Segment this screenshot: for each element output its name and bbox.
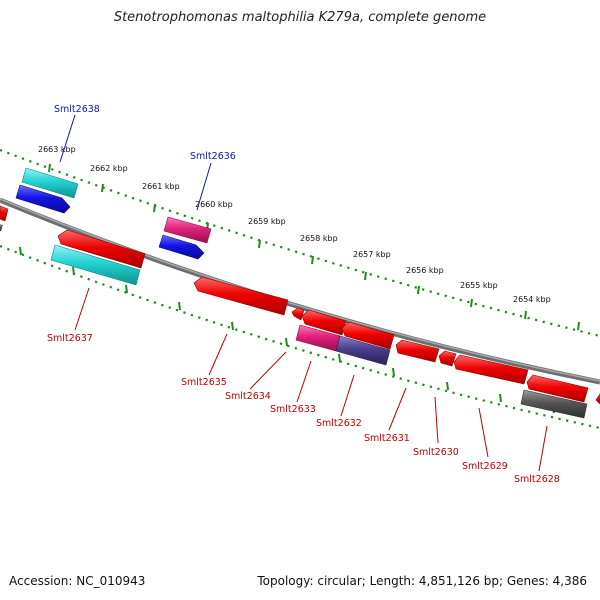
accession-text: Accession: NC_010943	[9, 574, 146, 588]
gene-label-smlt2636[interactable]: Smlt2636	[190, 151, 236, 162]
gene-smlt2638-blue-arrow[interactable]	[15, 184, 71, 214]
kbp-label: 2662 kbp	[90, 164, 128, 173]
gene-right-edge-red[interactable]	[595, 393, 600, 405]
gene-smlt2633-red-arrow[interactable]	[301, 309, 347, 336]
gene-smlt2635-red-arrow[interactable]	[193, 276, 289, 316]
gene-smlt2632-red-arrow[interactable]	[341, 321, 395, 350]
scale-ticks-upper	[48, 163, 580, 331]
gene-smlt2637-cyan-bar[interactable]	[50, 244, 141, 286]
gene-smlt2638-cyan-bar[interactable]	[21, 167, 79, 199]
gene-smlt2632-slate-bar[interactable]	[335, 335, 391, 366]
kbp-label: 2654 kbp	[513, 295, 551, 304]
gene-smlt2634-red-small[interactable]	[291, 307, 305, 321]
kbp-label: 2659 kbp	[248, 217, 286, 226]
genome-summary-text: Topology: circular; Length: 4,851,126 bp…	[257, 574, 587, 588]
kbp-label: 2656 kbp	[406, 266, 444, 275]
genome-backbone-highlight	[0, 198, 600, 382]
label-leaders-red	[74, 287, 548, 472]
gene-smlt2630-red-arrow[interactable]	[438, 350, 457, 367]
gene-smlt2628-gray-bar[interactable]	[520, 389, 588, 419]
label-leaders-blue	[59, 114, 212, 211]
gene-smlt2628-red-arrow[interactable]	[526, 374, 589, 403]
gene-label-smlt2638[interactable]: Smlt2638	[54, 104, 100, 115]
map-title: Stenotrophomonas maltophilia K279a, comp…	[113, 10, 487, 25]
kbp-label: 2663 kbp	[38, 145, 76, 154]
gene-label-smlt2637[interactable]: Smlt2637	[47, 333, 93, 344]
gene-label-smlt2629[interactable]: Smlt2629	[462, 461, 508, 472]
genome-backbone	[0, 197, 600, 385]
gene-label-smlt2633[interactable]: Smlt2633	[270, 404, 316, 415]
kbp-label: 2658 kbp	[300, 234, 338, 243]
gene-label-smlt2628[interactable]: Smlt2628	[514, 474, 560, 485]
gene-label-smlt2630[interactable]: Smlt2630	[413, 447, 459, 458]
gene-smlt2631-red-arrow[interactable]	[395, 339, 440, 363]
scale-labels: 2663 kbp 2662 kbp 2661 kbp 2660 kbp 2659…	[38, 145, 551, 304]
kbp-label: 2655 kbp	[460, 281, 498, 290]
gene-smlt2629-red-arrow[interactable]	[453, 354, 529, 385]
gene-label-smlt2632[interactable]: Smlt2632	[316, 418, 362, 429]
kbp-label: 2661 kbp	[142, 182, 180, 191]
gene-left-edge-red[interactable]	[0, 205, 9, 222]
kbp-label: 2657 kbp	[353, 250, 391, 259]
gene-smlt2636-blue-arrow[interactable]	[158, 234, 205, 260]
gene-smlt2636-magenta-bar[interactable]	[163, 216, 212, 244]
gene-label-smlt2635[interactable]: Smlt2635	[181, 377, 227, 388]
gene-label-smlt2631[interactable]: Smlt2631	[364, 433, 410, 444]
gene-left-edge-gray[interactable]	[0, 224, 3, 231]
kbp-label: 2660 kbp	[195, 200, 233, 209]
gene-label-smlt2634[interactable]: Smlt2634	[225, 391, 271, 402]
gene-smlt2637-red-arrow[interactable]	[57, 229, 146, 269]
